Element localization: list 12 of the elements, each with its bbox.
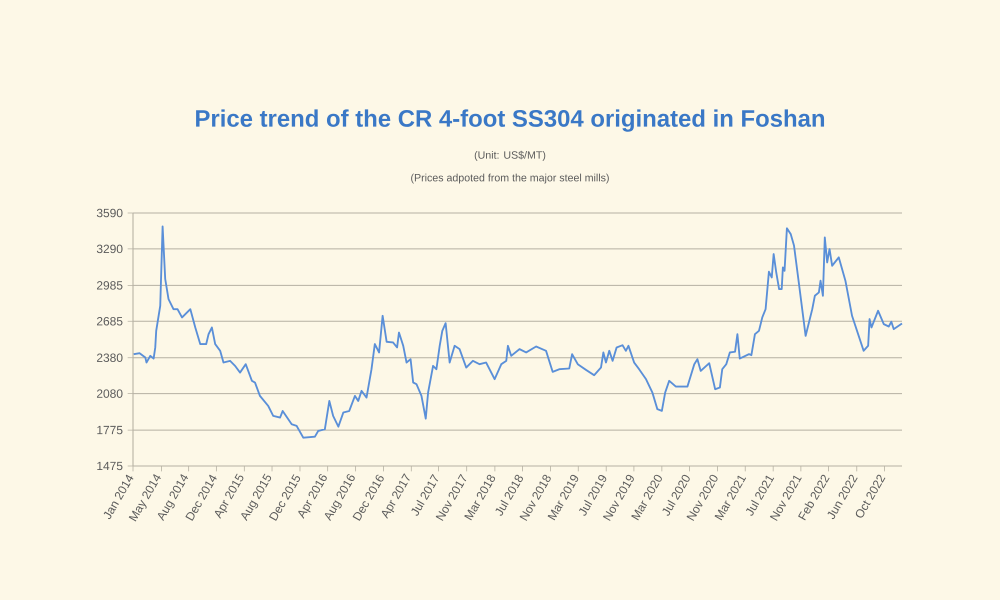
y-tick-label: 2985 <box>96 281 122 290</box>
y-tick-label: 2380 <box>96 354 123 362</box>
chart-title: Price trend of the CR 4-foot SS304 originated in Foshan <box>196 109 824 132</box>
y-tick-label: 1775 <box>97 426 122 434</box>
y-tick-label: 2080 <box>96 389 123 398</box>
y-tick-label: 3290 <box>96 244 123 254</box>
y-tick-label: 2685 <box>96 317 122 326</box>
chart-subtitle: (Unit: US$/MT) <box>474 150 546 161</box>
y-tick-label: 1475 <box>97 462 122 470</box>
line-series <box>132 225 903 439</box>
text: (Prices adpoted from the major steel mills) <box>411 174 609 184</box>
y-tick-label: 3590 <box>96 208 123 218</box>
